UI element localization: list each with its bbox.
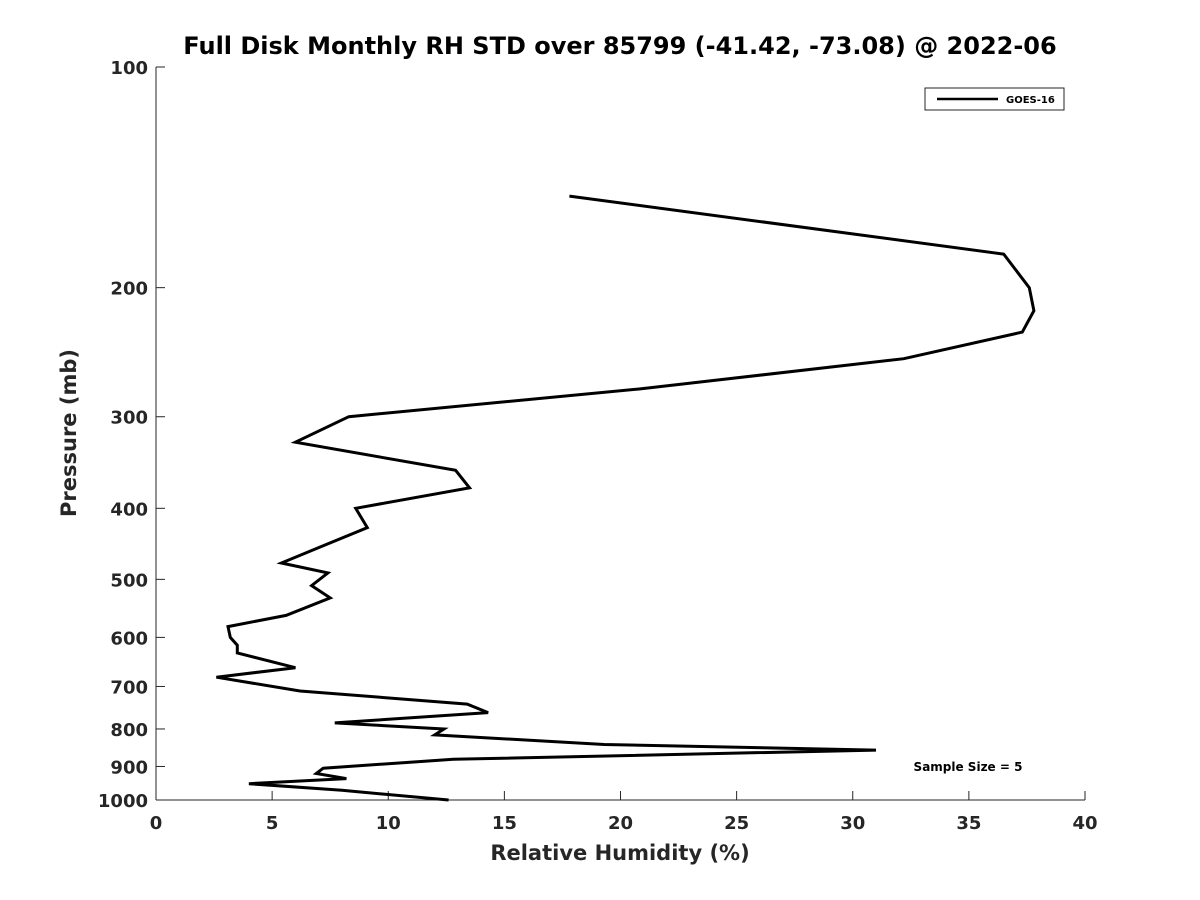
x-tick-label: 30 bbox=[840, 813, 865, 834]
chart-title: Full Disk Monthly RH STD over 85799 (-41… bbox=[183, 32, 1056, 60]
y-tick-label: 300 bbox=[110, 408, 148, 429]
x-tick-label: 35 bbox=[956, 813, 981, 834]
series-line-goes-16 bbox=[216, 194, 1036, 802]
y-tick-label: 700 bbox=[110, 677, 148, 698]
y-tick-label: 900 bbox=[110, 757, 148, 778]
x-ticks: 0 5 10 15 20 25 30 35 40 bbox=[150, 791, 1098, 834]
x-tick-label: 15 bbox=[492, 813, 517, 834]
x-tick-label: 20 bbox=[608, 813, 633, 834]
y-tick-label: 800 bbox=[110, 720, 148, 741]
y-tick-label: 500 bbox=[110, 570, 148, 591]
x-tick-label: 40 bbox=[1072, 813, 1097, 834]
y-tick-label: 100 bbox=[110, 58, 148, 79]
y-tick-label: 1000 bbox=[98, 791, 148, 812]
x-tick-label: 10 bbox=[376, 813, 401, 834]
series-group bbox=[216, 194, 1036, 802]
y-ticks: 100 200 300 400 500 600 700 800 900 1000 bbox=[98, 58, 165, 812]
x-axis-label: Relative Humidity (%) bbox=[490, 841, 749, 865]
x-tick-label: 5 bbox=[266, 813, 279, 834]
legend-entry-goes-16: GOES-16 bbox=[1006, 95, 1055, 106]
y-axis-label: Pressure (mb) bbox=[57, 349, 81, 517]
y-tick-label: 600 bbox=[110, 628, 148, 649]
x-tick-label: 0 bbox=[150, 813, 163, 834]
y-tick-label: 400 bbox=[110, 499, 148, 520]
legend: GOES-16 bbox=[924, 87, 1065, 111]
y-tick-label: 200 bbox=[110, 279, 148, 300]
x-tick-label: 25 bbox=[724, 813, 749, 834]
sample-size-annotation: Sample Size = 5 bbox=[914, 760, 1023, 774]
